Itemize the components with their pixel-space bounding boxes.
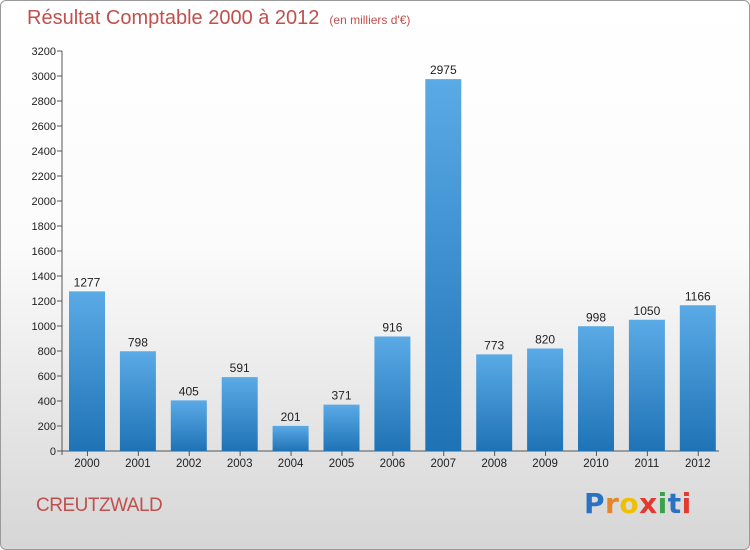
bar-2005: [323, 404, 360, 451]
bar-value-label: 916: [382, 321, 402, 335]
x-tick-label: 2004: [278, 458, 304, 470]
y-tick-label: 200: [38, 421, 56, 433]
y-tick-label: 2600: [32, 121, 56, 133]
x-tick-label: 2000: [74, 458, 100, 470]
data-labels: 1277 798 405 591 201 371 916 2975 773 820 998 1050 1…: [74, 63, 711, 424]
bar-value-label: 820: [535, 333, 555, 347]
bar-2003: [221, 377, 258, 451]
bar-value-label: 405: [179, 384, 199, 398]
x-tick-label: 2006: [380, 458, 406, 470]
chart-subtitle: (en milliers d'€): [329, 13, 411, 27]
y-tick-label: 1200: [32, 296, 56, 308]
bar-2011: [628, 319, 665, 451]
x-tick-label: 2007: [431, 458, 457, 470]
bar-2010: [578, 326, 614, 451]
bar-value-label: 998: [586, 310, 606, 324]
x-tick-label: 2008: [481, 458, 507, 470]
bar-2007: [425, 79, 462, 451]
y-tick-label: 1800: [32, 221, 56, 233]
y-tick-label: 2800: [32, 96, 56, 108]
bar-2004: [272, 425, 309, 451]
y-tick-label: 2000: [32, 196, 56, 208]
y-tick-label: 1600: [32, 246, 56, 258]
bar-2001: [119, 351, 156, 451]
y-tick-label: 1400: [32, 271, 56, 283]
x-tick-label: 2005: [329, 458, 355, 470]
y-tick-label: 3200: [32, 46, 56, 58]
logo-letter: i: [657, 487, 668, 520]
bar-value-label: 591: [230, 361, 250, 375]
city-name: CREUTZWALD: [36, 495, 163, 516]
bar-2006: [374, 336, 411, 451]
logo-letter: o: [619, 487, 640, 520]
y-tick-label: 600: [38, 371, 56, 383]
bar-value-label: 1166: [685, 289, 711, 303]
proxiti-logo[interactable]: Proxiti: [584, 487, 692, 520]
y-tick-label: 1000: [32, 321, 56, 333]
x-tick-label: 2011: [635, 458, 660, 470]
bar-value-label: 1277: [74, 275, 101, 289]
logo-letter: t: [667, 487, 682, 520]
bar-value-label: 2975: [430, 63, 457, 77]
y-tick-label: 800: [38, 346, 56, 358]
bar-value-label: 371: [331, 389, 351, 403]
x-tick-label: 2010: [583, 458, 609, 470]
y-tick-label: 2400: [32, 146, 56, 158]
logo-letter: i: [681, 487, 692, 520]
x-tick-label: 2001: [125, 458, 151, 470]
logo-letter: P: [584, 487, 606, 520]
y-tick-label: 3000: [32, 71, 56, 83]
bar-2000: [69, 291, 105, 451]
bar-2008: [476, 354, 513, 451]
y-tick-label: 400: [38, 396, 56, 408]
bar-value-label: 1050: [634, 304, 661, 318]
bars: [69, 79, 716, 451]
bar-2009: [527, 348, 564, 451]
bar-2002: [170, 400, 207, 451]
bar-value-label: 798: [128, 335, 148, 349]
logo-letter: r: [605, 487, 620, 520]
bar-value-label: 773: [484, 338, 504, 352]
x-tick-label: 2012: [685, 458, 711, 470]
chart-title: Résultat Comptable 2000 à 2012 (en millie…: [27, 7, 410, 30]
x-tick-label: 2009: [532, 458, 558, 470]
chart-title-text: Résultat Comptable 2000 à 2012: [27, 7, 320, 29]
logo-letter: x: [639, 487, 658, 520]
y-tick-label: 0: [50, 446, 56, 458]
x-tick-label: 2002: [176, 458, 202, 470]
x-tick-label: 2003: [227, 458, 253, 470]
bar-value-label: 201: [281, 410, 301, 424]
bar-2012: [679, 305, 716, 451]
y-tick-label: 2200: [32, 171, 56, 183]
